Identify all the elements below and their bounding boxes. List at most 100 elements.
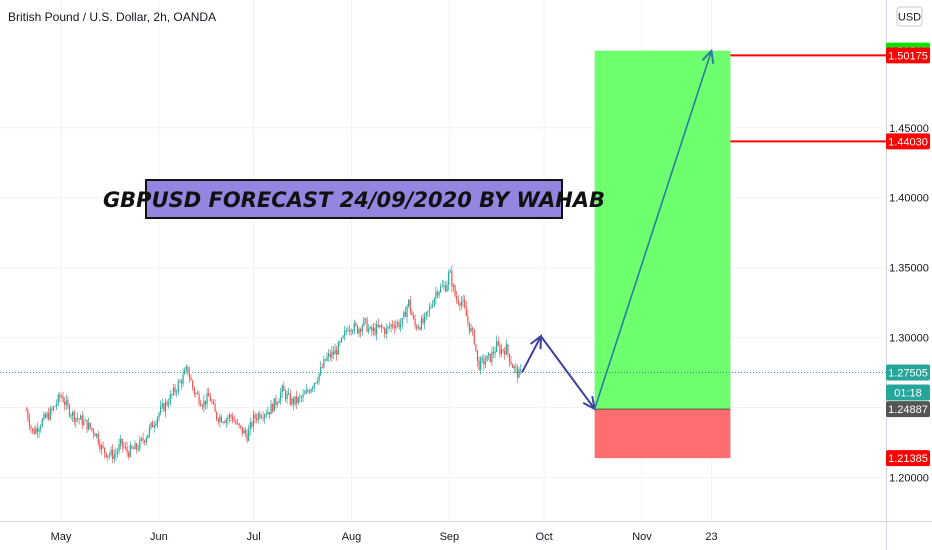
candle-body bbox=[464, 300, 466, 308]
candle-body bbox=[276, 403, 279, 405]
candle-body bbox=[473, 329, 475, 345]
candle-body bbox=[40, 426, 42, 430]
candle-body bbox=[299, 396, 301, 398]
candle-body bbox=[515, 366, 517, 368]
candle-body bbox=[94, 433, 96, 437]
forecast-leg-up[interactable] bbox=[521, 335, 542, 374]
symbol-title[interactable]: British Pound / U.S. Dollar, 2h, OANDA bbox=[8, 10, 216, 24]
candle-body bbox=[368, 328, 370, 332]
candle-body bbox=[388, 326, 391, 328]
target-zone[interactable] bbox=[594, 50, 731, 410]
candle-body bbox=[148, 427, 151, 435]
candle-body bbox=[187, 366, 189, 374]
candle-body bbox=[203, 400, 205, 407]
candle-body bbox=[444, 285, 447, 292]
candle-body bbox=[166, 401, 168, 405]
candle-body bbox=[396, 322, 399, 325]
candle-body bbox=[411, 311, 413, 316]
candle-body bbox=[212, 402, 215, 404]
candle-body bbox=[145, 438, 147, 443]
candle-body bbox=[78, 418, 80, 420]
forecast-banner[interactable]: GBPUSD FORECAST 24/09/2020 BY WAHAB bbox=[103, 179, 605, 219]
candle-body bbox=[449, 271, 451, 273]
plot-area[interactable] bbox=[0, 0, 886, 521]
price-axis[interactable]: 1.200001.250001.300001.350001.400001.450… bbox=[889, 123, 929, 485]
price-label: 1.27505 bbox=[886, 364, 930, 381]
candle-body bbox=[475, 344, 477, 351]
level-lines[interactable] bbox=[730, 54, 886, 143]
price-label-text: 1.44030 bbox=[888, 136, 928, 148]
candle-body bbox=[304, 393, 306, 395]
candle-body bbox=[147, 434, 149, 439]
candle-body bbox=[113, 455, 115, 459]
forecast-arrows[interactable] bbox=[521, 48, 715, 411]
candle-body bbox=[398, 322, 400, 328]
candle-body bbox=[364, 318, 367, 320]
time-axis[interactable]: May Jun Jul Aug Sep Oct Nov 23 bbox=[51, 531, 718, 543]
candle-body bbox=[419, 327, 421, 330]
candle-body bbox=[345, 330, 347, 332]
candle-body bbox=[67, 400, 69, 406]
candle-body bbox=[496, 341, 498, 352]
candle-body bbox=[374, 327, 376, 335]
candle-body bbox=[267, 411, 269, 415]
stop-zone[interactable] bbox=[594, 409, 731, 459]
candle-body bbox=[240, 425, 242, 427]
candle-body bbox=[273, 398, 275, 412]
banner-text: GBPUSD FORECAST 24/09/2020 BY WAHAB bbox=[103, 188, 605, 212]
candle-body bbox=[443, 285, 445, 287]
candle-body bbox=[227, 418, 229, 420]
candle-body bbox=[244, 429, 247, 434]
candle-body bbox=[108, 454, 111, 456]
candle-body bbox=[347, 330, 349, 332]
candle-body bbox=[64, 402, 66, 405]
forecast-leg-target[interactable] bbox=[593, 50, 713, 410]
candle-body bbox=[424, 315, 426, 323]
candle-body bbox=[206, 393, 208, 405]
candle-body bbox=[508, 353, 511, 362]
candle-body bbox=[91, 427, 93, 430]
candle-body bbox=[395, 324, 397, 329]
candle-body bbox=[513, 366, 515, 369]
candle-body bbox=[115, 453, 117, 456]
candle-body bbox=[51, 408, 53, 411]
candle-body bbox=[384, 328, 386, 334]
candle-body bbox=[105, 452, 107, 457]
candle-body bbox=[305, 390, 307, 394]
candle-body bbox=[156, 417, 159, 424]
candle-body bbox=[219, 416, 221, 422]
candle-body bbox=[454, 285, 456, 297]
candle-body bbox=[102, 445, 104, 448]
candle-body bbox=[430, 306, 432, 308]
candle-body bbox=[480, 358, 482, 370]
candle-body bbox=[32, 428, 34, 431]
candle-body bbox=[500, 349, 503, 355]
candle-body bbox=[43, 414, 45, 420]
forecast-leg-down[interactable] bbox=[540, 335, 596, 410]
candle-body bbox=[414, 318, 416, 326]
candle-body bbox=[457, 299, 459, 304]
candle-body bbox=[236, 423, 239, 425]
arrow-head bbox=[701, 48, 715, 64]
candle-body bbox=[313, 383, 315, 388]
candle-body bbox=[310, 389, 312, 393]
candle-body bbox=[344, 330, 346, 336]
candle-body bbox=[49, 408, 51, 420]
currency-button[interactable]: USD bbox=[896, 6, 923, 27]
candle-body bbox=[488, 353, 490, 356]
candle-body bbox=[478, 360, 480, 370]
candle-body bbox=[204, 400, 207, 405]
candle-body bbox=[224, 422, 226, 423]
candle-body bbox=[25, 410, 27, 412]
candle-body bbox=[136, 443, 138, 450]
candle-body bbox=[201, 405, 203, 407]
price-label-bg bbox=[886, 384, 930, 401]
candle-body bbox=[57, 394, 59, 404]
price-label-bg bbox=[886, 47, 930, 64]
candle-body bbox=[348, 329, 351, 331]
candle-body bbox=[520, 369, 522, 371]
candle-body bbox=[448, 272, 450, 285]
candle-body bbox=[46, 413, 48, 418]
candle-body bbox=[292, 398, 295, 405]
